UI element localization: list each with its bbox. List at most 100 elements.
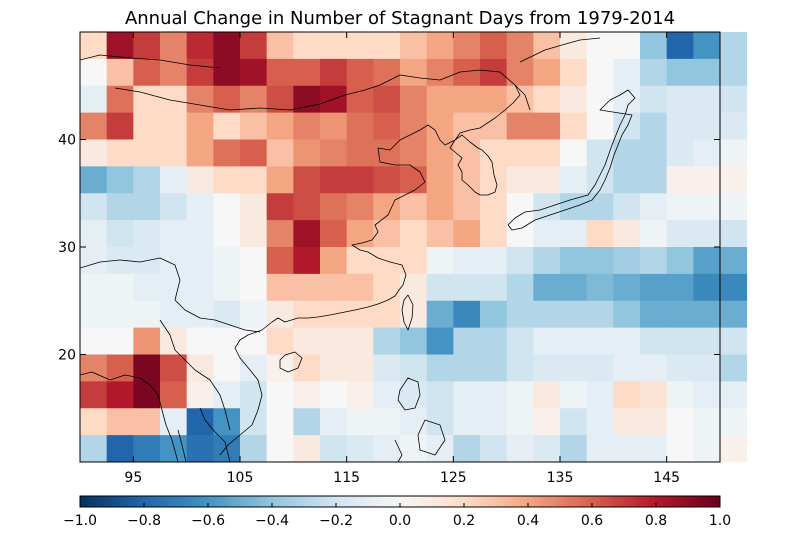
heatmap-cell: [293, 85, 321, 114]
heatmap-cell: [240, 300, 268, 329]
heatmap-cell: [266, 58, 294, 87]
heatmap-cell: [213, 300, 241, 329]
heatmap-cell: [186, 58, 214, 87]
heatmap-cell: [320, 381, 348, 409]
heatmap-cell: [373, 381, 401, 409]
heatmap-cell: [480, 381, 508, 409]
heatmap-cell: [453, 193, 481, 221]
heatmap-cell: [560, 139, 588, 167]
heatmap-cell: [293, 435, 321, 463]
heatmap-cell: [133, 166, 161, 194]
heatmap-cell: [373, 32, 401, 60]
heatmap-cell: [240, 193, 268, 221]
heatmap-cell: [240, 112, 268, 140]
heatmap-cell: [346, 408, 374, 436]
coastline-gulf-thailand: [177, 407, 231, 462]
heatmap-cell: [106, 193, 134, 221]
heatmap-cell: [106, 85, 134, 114]
colorbar-tick-label: 0.2: [453, 513, 475, 529]
heatmap-cell: [586, 139, 614, 167]
heatmap-cell: [240, 220, 268, 248]
heatmap-cell: [293, 220, 321, 248]
heatmap-cell: [213, 273, 241, 302]
heatmap-cell: [666, 193, 694, 221]
heatmap-cell: [666, 327, 694, 355]
heatmap-cell: [293, 193, 321, 221]
heatmap-cell: [346, 273, 374, 302]
heatmap-cell: [613, 327, 641, 355]
heatmap-cell: [426, 354, 454, 382]
heatmap-cell: [240, 327, 268, 355]
heatmap-cell: [613, 220, 641, 248]
heatmap-cell: [240, 32, 268, 60]
heatmap-cell: [160, 220, 188, 248]
heatmap-cell: [346, 32, 374, 60]
heatmap-cell: [720, 327, 748, 355]
heatmap-cell: [293, 247, 321, 275]
heatmap-cell: [640, 273, 668, 302]
heatmap-cell: [666, 381, 694, 409]
heatmap-cell: [213, 85, 241, 114]
heatmap-cell: [160, 327, 188, 355]
heatmap-cell: [586, 112, 614, 140]
heatmap-cell: [400, 193, 428, 221]
heatmap-cell: [186, 435, 214, 463]
y-tick-label: 40: [58, 133, 76, 149]
heatmap-cell: [560, 327, 588, 355]
heatmap-cell: [453, 354, 481, 382]
heatmap-cell: [213, 193, 241, 221]
heatmap-cell: [106, 139, 134, 167]
coastline-japan: [507, 89, 636, 231]
heatmap-cell: [346, 381, 374, 409]
heatmap-cell: [693, 32, 721, 60]
heatmap-cell: [266, 435, 294, 463]
heatmap-cell: [266, 193, 294, 221]
heatmap-cell: [213, 354, 241, 382]
heatmap-cell: [80, 300, 108, 329]
heatmap-cell: [453, 273, 481, 302]
heatmap-cell: [80, 327, 108, 355]
heatmap-cell: [373, 166, 401, 194]
heatmap-cell: [373, 327, 401, 355]
heatmap-cell: [666, 58, 694, 87]
heatmap-cell: [426, 58, 454, 87]
heatmap-cell: [266, 112, 294, 140]
heatmap-cell: [320, 220, 348, 248]
heatmap-cell: [213, 112, 241, 140]
heatmap-cell: [160, 193, 188, 221]
heatmap-cell: [693, 435, 721, 463]
heatmap-cell: [400, 354, 428, 382]
heatmap-cell: [720, 139, 748, 167]
heatmap-cell: [106, 220, 134, 248]
x-tick-label: 135: [547, 470, 574, 486]
heatmap-cell: [186, 273, 214, 302]
heatmap-cell: [160, 247, 188, 275]
heatmap-cell: [213, 166, 241, 194]
heatmap-cell: [640, 247, 668, 275]
heatmap-cell: [266, 220, 294, 248]
heatmap-cell: [720, 354, 748, 382]
heatmap-cell: [426, 139, 454, 167]
heatmap-cell: [720, 435, 748, 463]
heatmap-cell: [613, 381, 641, 409]
heatmap-cell: [346, 85, 374, 114]
heatmap-cell: [346, 193, 374, 221]
heatmap-cell: [560, 408, 588, 436]
heatmap-cell: [453, 247, 481, 275]
heatmap-cell: [400, 32, 428, 60]
heatmap-cell: [426, 381, 454, 409]
heatmap-cell: [133, 193, 161, 221]
heatmap-cell: [320, 112, 348, 140]
heatmap-cell: [533, 32, 561, 60]
heatmap-cell: [240, 435, 268, 463]
heatmap-cell: [266, 300, 294, 329]
heatmap-cell: [453, 139, 481, 167]
heatmap-cell: [693, 408, 721, 436]
heatmap-cell: [160, 408, 188, 436]
heatmap-cell: [480, 327, 508, 355]
heatmap-cell: [346, 354, 374, 382]
heatmap-cell: [240, 381, 268, 409]
heatmap-cell: [533, 381, 561, 409]
heatmap-cell: [453, 58, 481, 87]
heatmap-cell: [213, 220, 241, 248]
